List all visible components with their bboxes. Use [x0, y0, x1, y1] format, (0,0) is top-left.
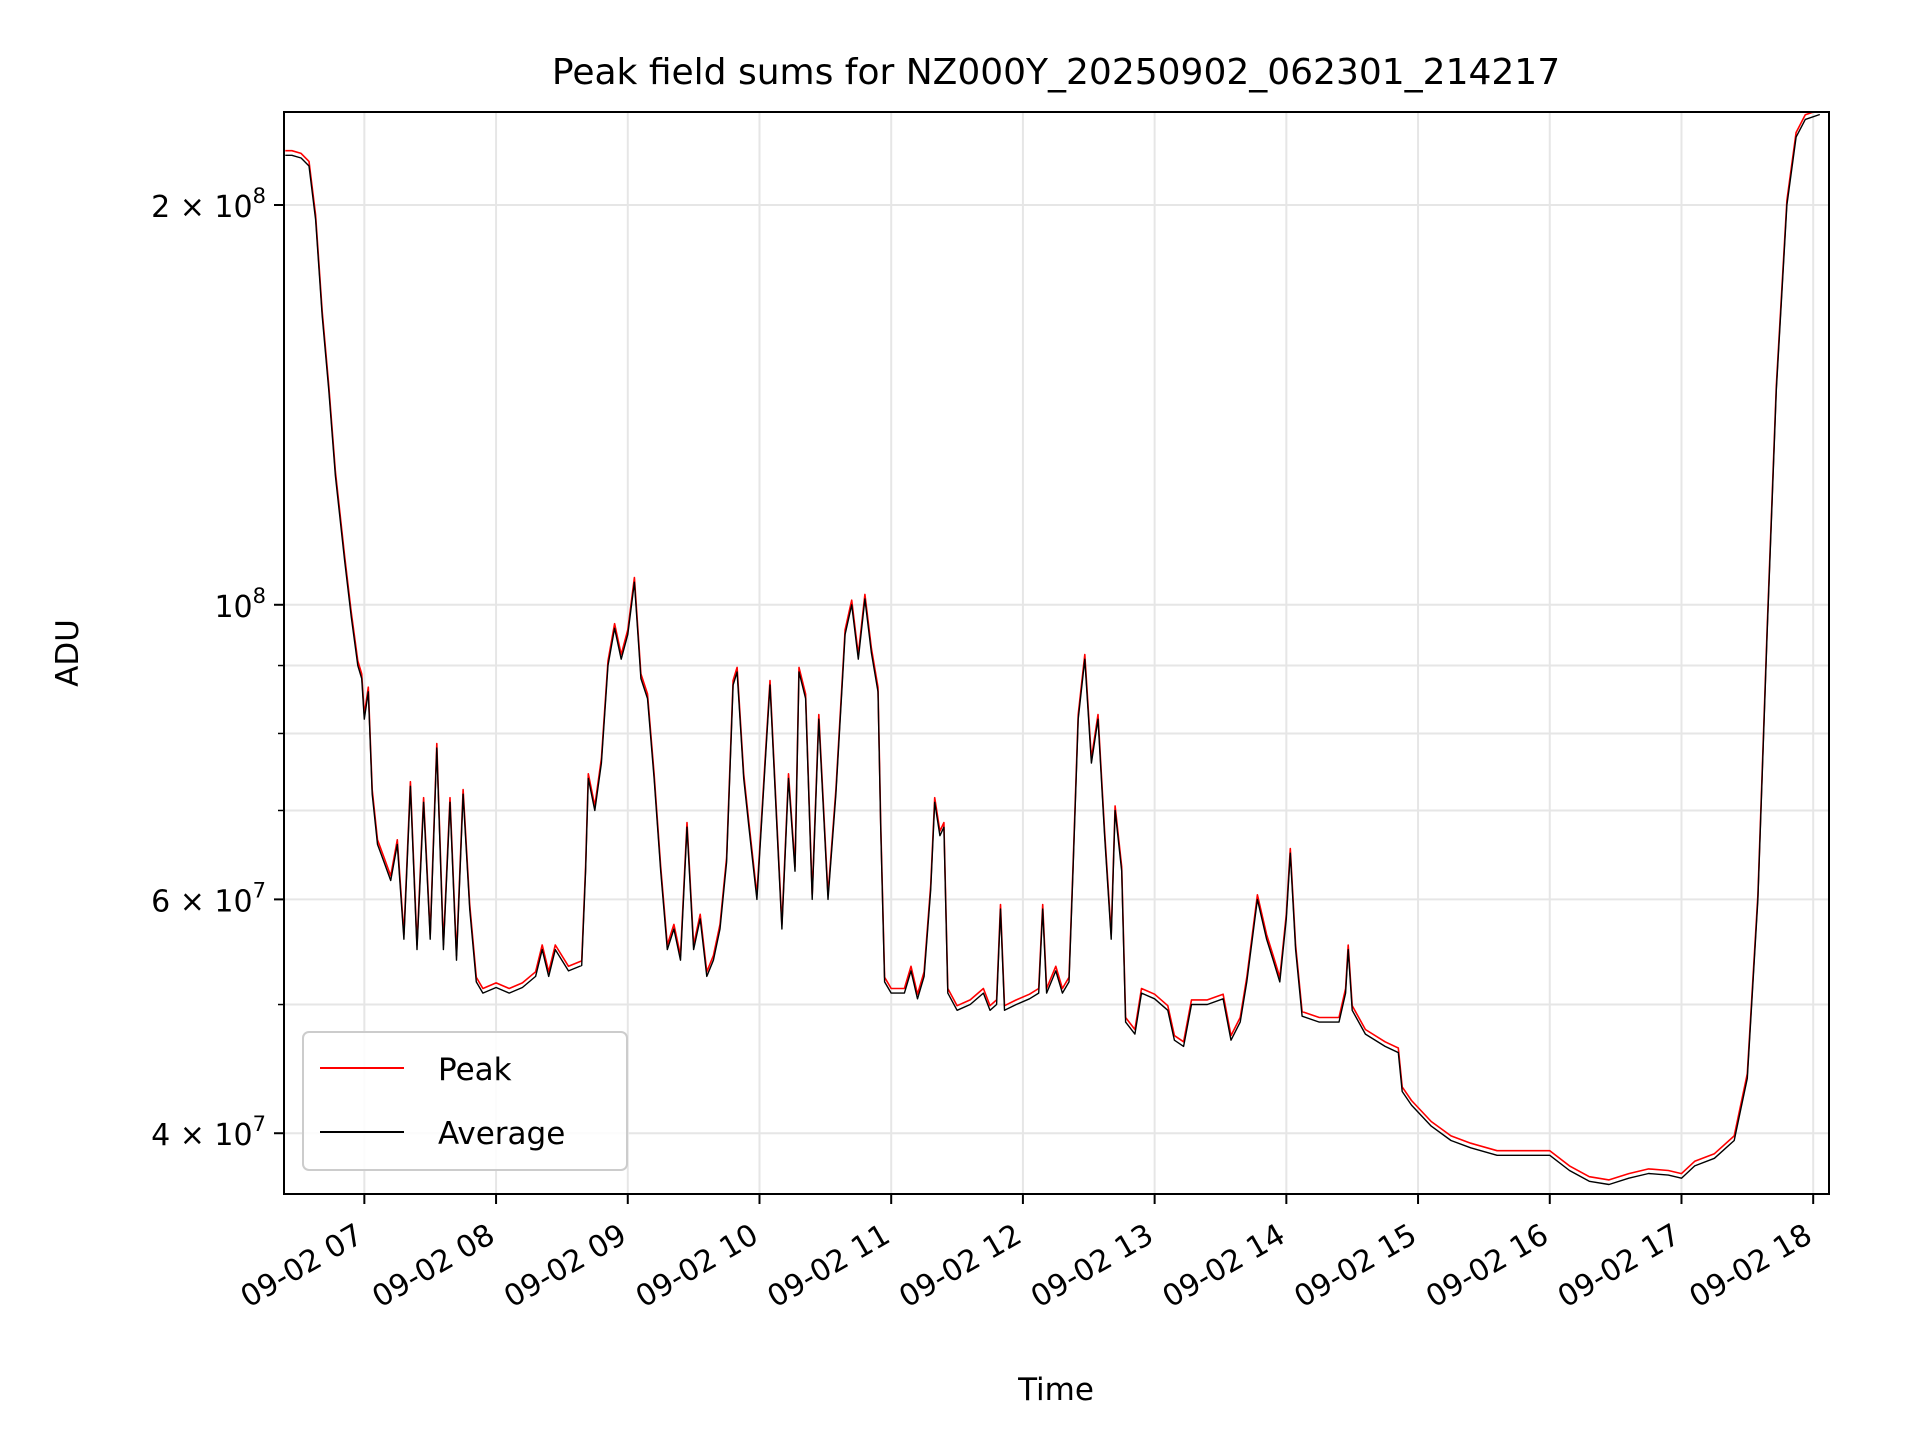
series-average-line [285, 113, 1821, 1186]
legend-peak-label: Peak [438, 1052, 512, 1088]
y-tick-label: 2 × 108 [151, 184, 266, 225]
y-tick-label: 108 [214, 584, 266, 625]
grid [284, 112, 1829, 1194]
y-tick-label: 6 × 107 [151, 878, 266, 919]
legend: Peak Average [302, 1031, 628, 1171]
series-layer [285, 112, 1821, 1186]
x-axis-label: Time [1017, 1372, 1094, 1408]
plot-frame [283, 111, 1830, 1195]
y-axis-label: ADU [50, 619, 86, 687]
y-axis-ticks: 4 × 107 6 × 107 108 2 × 108 [151, 184, 284, 1153]
chart-title: Peak field sums for NZ000Y_20250902_0623… [552, 52, 1560, 93]
legend-average-label: Average [438, 1116, 565, 1152]
legend-box [302, 1031, 628, 1171]
y-tick-label: 4 × 107 [151, 1112, 266, 1153]
